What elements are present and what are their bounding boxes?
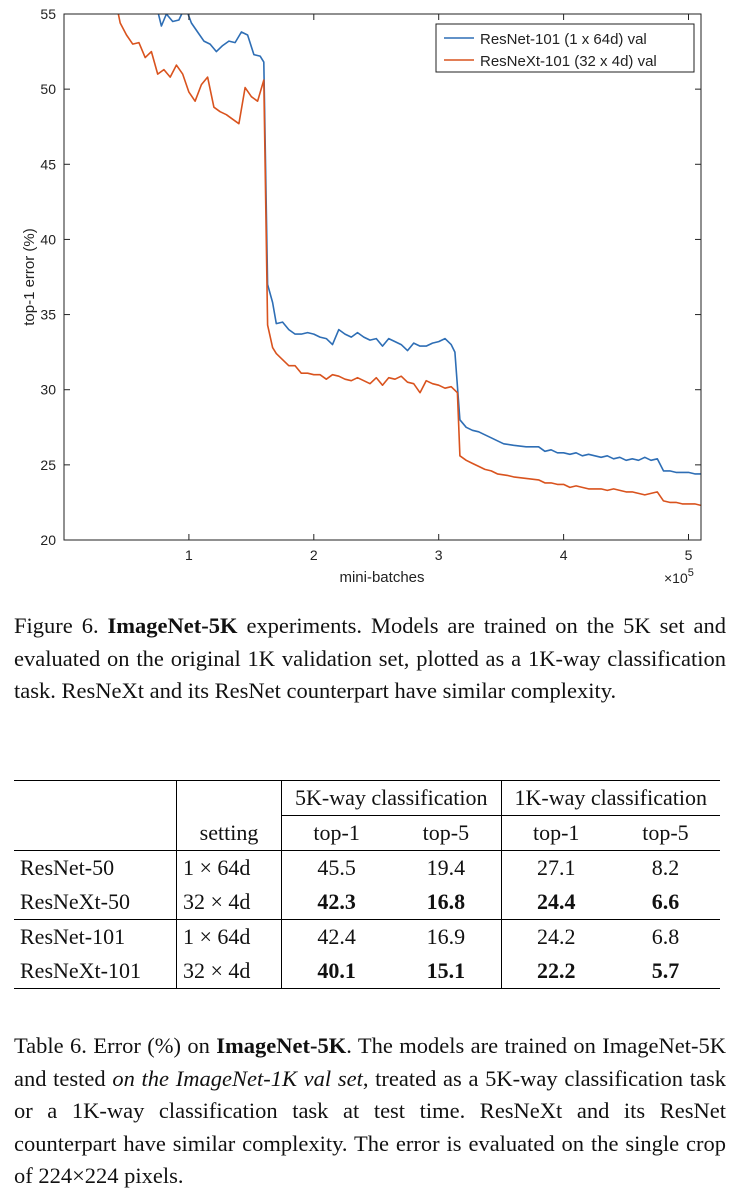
value-cell: 27.1: [500, 850, 611, 885]
model-setting: 32 × 4d: [176, 954, 282, 989]
table-caption-italic: on the ImageNet-1K val set: [112, 1065, 363, 1091]
table-caption-bold: ImageNet-5K: [216, 1033, 347, 1058]
value-cell: 5.7: [610, 954, 720, 989]
header-1k-top5: top-5: [642, 820, 689, 845]
table-group-header-row: 5K-way classification 1K-way classificat…: [14, 780, 720, 816]
header-empty-cell: [14, 780, 177, 816]
model-setting: 1 × 64d: [176, 919, 282, 954]
x-tick-label: 2: [310, 547, 318, 563]
value-cell: 8.2: [610, 850, 720, 885]
model-name: ResNet-50: [14, 850, 177, 885]
table-col-header-row: setting top-1 top-5 top-1 top-5: [14, 815, 720, 851]
y-tick-label: 25: [40, 457, 56, 473]
table-caption-text-2: , treated as a 5K-way classification tas…: [14, 1065, 726, 1189]
figure-caption: Figure 6. ImageNet-5K experiments. Model…: [14, 610, 726, 708]
x-multiplier-label: ×105: [664, 567, 694, 586]
legend: ResNet-101 (1 x 64d) val ResNeXt-101 (32…: [435, 23, 695, 73]
legend-label-resnet: ResNet-101 (1 x 64d) val: [480, 31, 647, 48]
figure-caption-label: Figure 6.: [14, 613, 99, 638]
model-name: ResNeXt-101: [14, 954, 177, 989]
results-table: 5K-way classification 1K-way classificat…: [14, 780, 720, 989]
table-row: ResNeXt-50 32 × 4d 42.3 16.8 24.4 6.6: [14, 885, 720, 920]
figure-caption-text: experiments. Models are trained on the 5…: [14, 613, 727, 703]
y-axis-label: top-1 error (%): [21, 228, 38, 326]
header-1k-top1: top-1: [500, 815, 611, 851]
y-tick-label: 45: [40, 156, 56, 172]
header-empty-setting-cell: [176, 780, 282, 816]
figure-caption-bold: ImageNet-5K: [107, 613, 238, 638]
series-line-resnet: [157, 14, 701, 475]
legend-box: [435, 23, 695, 73]
value-cell: 19.4: [391, 850, 501, 885]
group-header-1k: 1K-way classification: [500, 780, 720, 816]
model-name: ResNet-101: [14, 919, 177, 954]
group-header-5k: 5K-way classification: [281, 780, 501, 816]
header-setting: setting: [176, 815, 282, 851]
value-cell: 24.2: [500, 919, 611, 954]
x-tick-label: 3: [435, 547, 443, 563]
x-tick-label: 1: [185, 547, 193, 563]
y-tick-label: 35: [40, 307, 56, 323]
y-tick-label: 50: [40, 81, 56, 97]
value-cell: 6.8: [610, 919, 720, 954]
table-caption: Table 6. Error (%) on ImageNet-5K. The m…: [14, 1030, 726, 1193]
x-tick-label: 5: [685, 547, 693, 563]
legend-label-resnext: ResNeXt-101 (32 x 4d) val: [480, 53, 657, 70]
plot-frame: [63, 13, 702, 541]
header-5k-top1: top-1: [281, 815, 392, 851]
model-name: ResNeXt-50: [20, 889, 130, 914]
table-row: ResNeXt-101 32 × 4d 40.1 15.1 22.2 5.7: [14, 954, 720, 989]
value-cell: 42.4: [281, 919, 392, 954]
value-cell: 6.6: [651, 889, 680, 914]
value-cell: 40.1: [281, 954, 392, 989]
x-tick-label: 4: [560, 547, 568, 563]
y-tick-label: 40: [40, 231, 56, 247]
value-cell: 15.1: [391, 954, 501, 989]
y-tick-label: 20: [40, 532, 56, 548]
header-5k-top5: top-5: [422, 820, 470, 845]
x-axis-label: mini-batches: [339, 569, 424, 586]
model-setting: 1 × 64d: [176, 850, 282, 885]
table-caption-text-1: . The models are trained on ImageNet-5K …: [14, 1033, 726, 1091]
table-row: ResNet-101 1 × 64d 42.4 16.9 24.2 6.8: [14, 919, 720, 954]
value-cell: 24.4: [500, 885, 611, 920]
header-model-cell: [14, 816, 177, 851]
table-caption-label: Table 6. Error (%) on: [14, 1033, 217, 1058]
value-cell: 22.2: [500, 954, 611, 989]
value-cell: 45.5: [281, 850, 392, 885]
y-tick-label: 55: [40, 6, 56, 22]
model-setting: 32 × 4d: [176, 885, 282, 920]
y-tick-label: 30: [40, 382, 56, 398]
value-cell: 42.3: [281, 885, 392, 920]
table-row: ResNet-50 1 × 64d 45.5 19.4 27.1 8.2: [14, 850, 720, 885]
series-line-resnext: [117, 14, 701, 507]
value-cell: 16.8: [426, 889, 466, 914]
value-cell: 16.9: [391, 919, 501, 954]
